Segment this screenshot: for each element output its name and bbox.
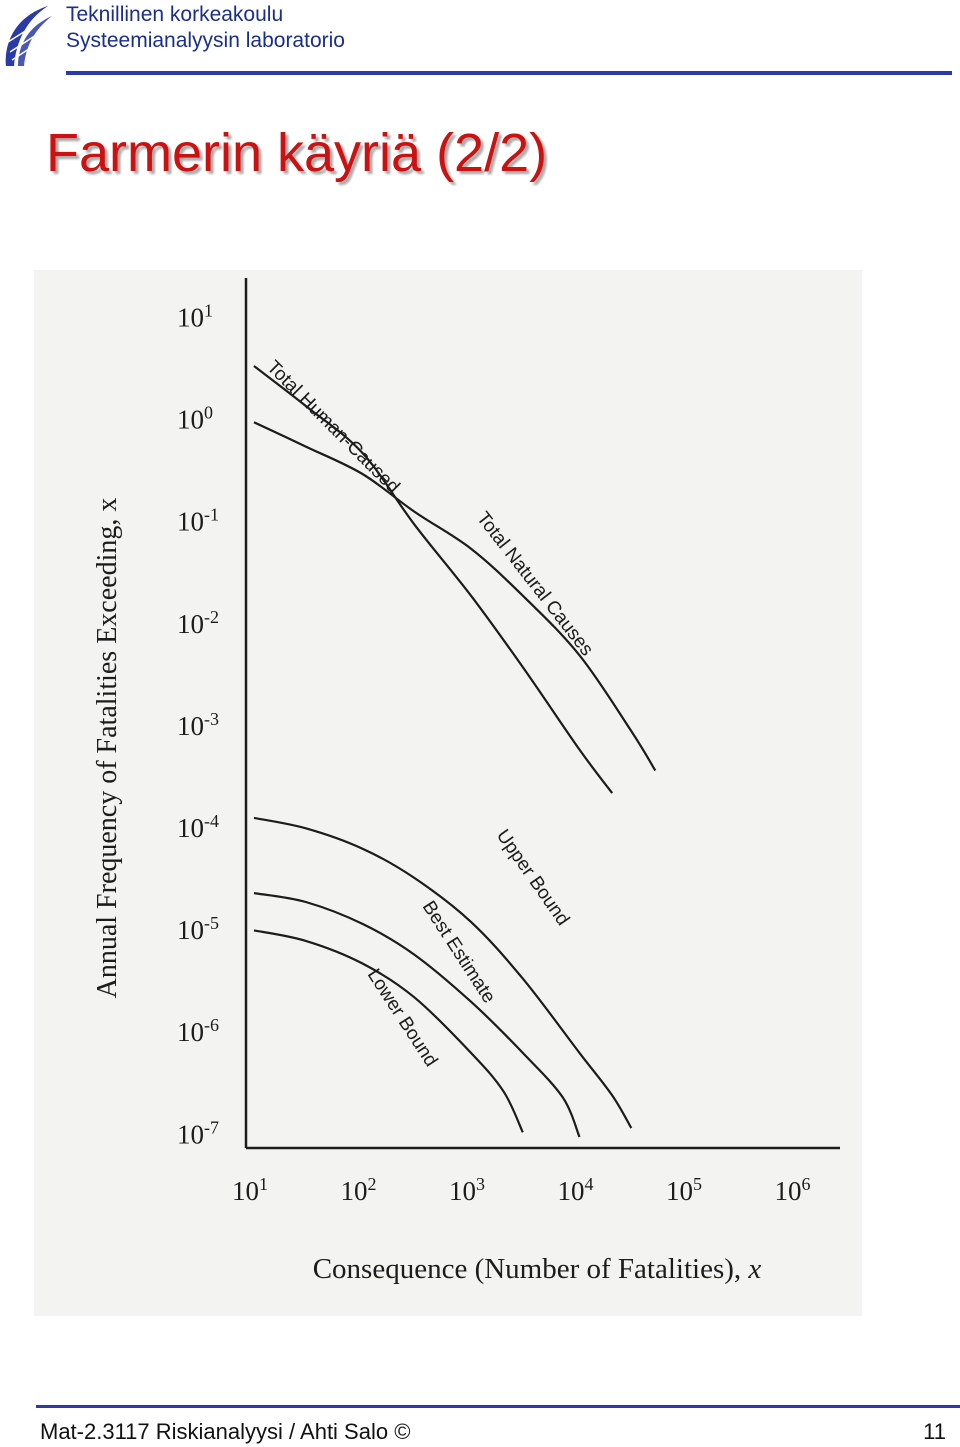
header-rule [66, 71, 952, 75]
y-tick-label: 10-4 [177, 811, 219, 843]
y-tick-label: 100 [177, 403, 213, 435]
footer-course: Mat-2.3117 Riskianalyysi / Ahti Salo © [40, 1419, 411, 1444]
y-axis-label: Annual Frequency of Fatalities Exceeding… [92, 498, 123, 999]
x-tick-label: 104 [558, 1174, 594, 1206]
y-tick-label: 10-6 [177, 1015, 219, 1047]
curve-label-upper-bound: Upper Bound [492, 826, 573, 930]
x-tick-label: 102 [341, 1174, 377, 1206]
x-tick-label: 101 [232, 1174, 268, 1206]
x-axis-label: Consequence (Number of Fatalities), x [313, 1253, 762, 1285]
y-tick-label: 10-1 [177, 505, 219, 537]
x-tick-label: 103 [449, 1174, 485, 1206]
curve-total-natural-causes [253, 421, 657, 772]
university-logo-icon [5, 6, 53, 66]
curve-best-estimate [253, 892, 581, 1138]
institution-line-2: Systeemianalyysin laboratorio [66, 29, 345, 52]
institution-name: Teknillinen korkeakoulu Systeemianalyysi… [66, 2, 345, 54]
x-tick-label: 105 [666, 1174, 702, 1206]
curve-label-lower-bound: Lower Bound [363, 965, 442, 1070]
page-number: 11 [923, 1419, 946, 1444]
x-tick-label: 106 [775, 1174, 811, 1206]
footer-rule [36, 1405, 960, 1408]
curve-upper-bound [253, 816, 633, 1129]
curve-label-total-human-caused: Total Human-Caused [262, 357, 403, 498]
y-tick-label: 101 [177, 301, 213, 333]
y-tick-label: 10-5 [177, 913, 219, 945]
y-tick-label: 10-2 [177, 607, 219, 639]
farmer-curve-chart: 101 100 10-1 10-2 10-3 10-4 10-5 10-6 10-7 101 10… [92, 278, 840, 1285]
curve-total-human-caused [253, 365, 614, 794]
y-tick-label: 10-7 [177, 1117, 219, 1149]
institution-line-1: Teknillinen korkeakoulu [66, 3, 284, 26]
curve-lower-bound [253, 929, 524, 1133]
y-tick-label: 10-3 [177, 709, 219, 741]
farmer-curve-figure: 101 100 10-1 10-2 10-3 10-4 10-5 10-6 10-7 101 10… [34, 270, 862, 1316]
slide-title: Farmerin käyriä (2/2) [46, 123, 548, 183]
curve-label-total-natural-causes: Total Natural Causes [472, 508, 597, 660]
